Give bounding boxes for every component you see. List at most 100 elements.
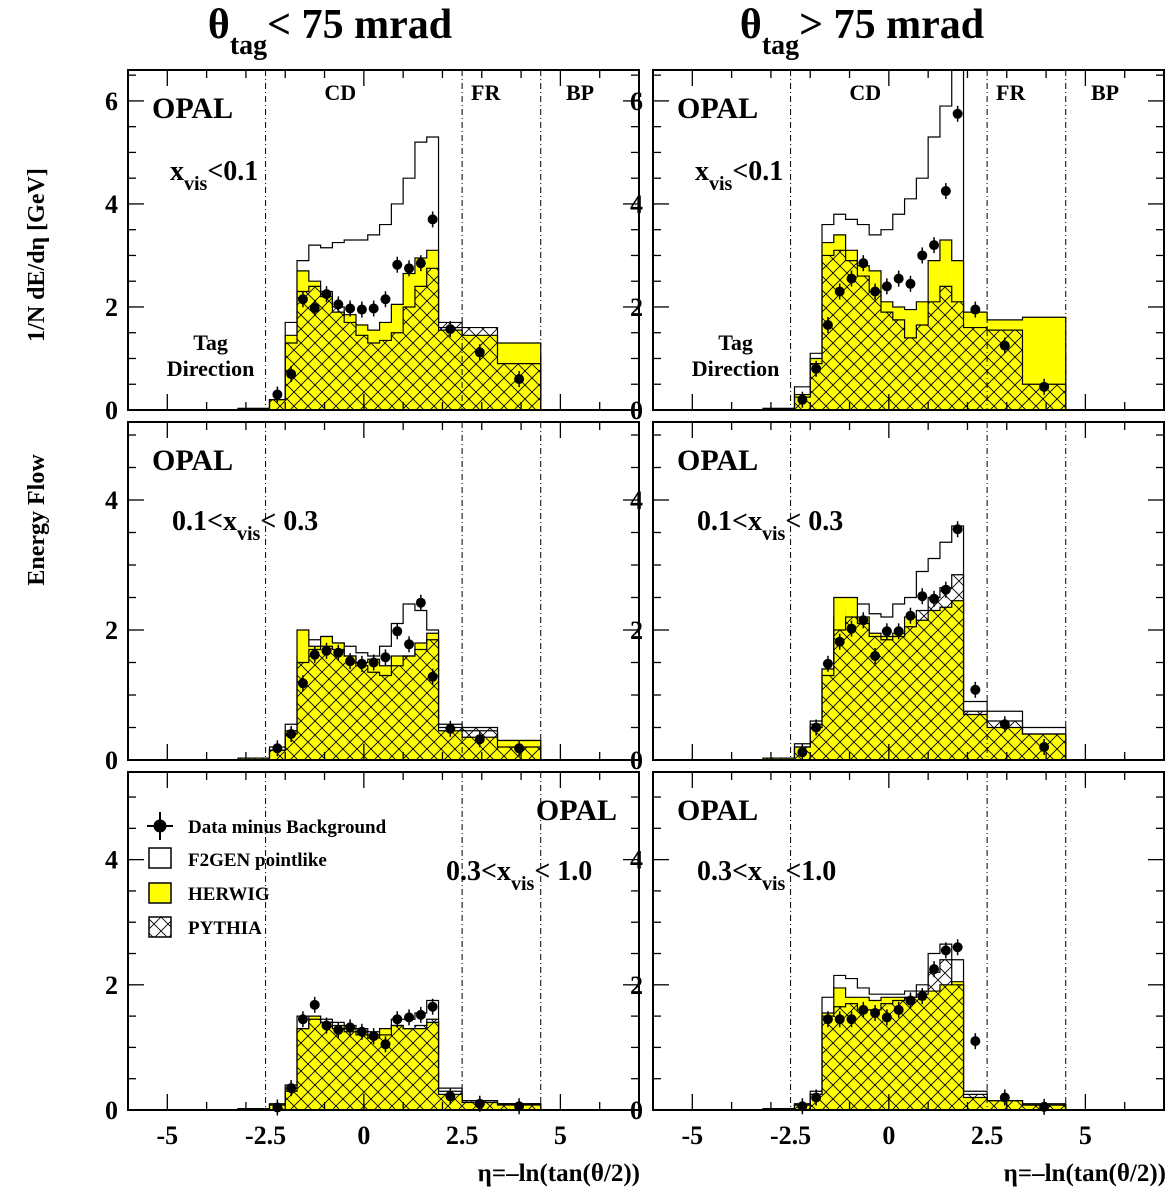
x-tick-label: -2.5 xyxy=(245,1121,286,1150)
x-vis-range-label: 0.1<xvis< 0.3 xyxy=(697,506,843,545)
opal-label: OPAL xyxy=(152,92,233,125)
data-point xyxy=(870,651,881,661)
legend-item-data: Data minus Background xyxy=(147,812,387,840)
x-tick-label: -5 xyxy=(681,1121,703,1150)
data-point xyxy=(952,108,963,119)
column-title-left: θtag< 75 mrad xyxy=(208,2,452,61)
legend: Data minus Background F2GEN pointlike HE… xyxy=(147,812,387,939)
y-tick-label: 4 xyxy=(630,846,643,875)
data-point xyxy=(445,324,456,335)
y-tick-label: 2 xyxy=(630,616,643,645)
data-point xyxy=(392,626,403,637)
data-point xyxy=(404,1012,415,1023)
data-point xyxy=(905,995,916,1006)
data-point xyxy=(445,1091,456,1102)
data-point xyxy=(893,626,904,637)
data-point xyxy=(474,734,485,745)
pythia-histogram xyxy=(237,1018,542,1110)
data-point xyxy=(392,259,403,270)
data-point xyxy=(427,1001,438,1012)
data-point xyxy=(881,1012,892,1023)
data-point xyxy=(797,1101,808,1112)
y-tick-label: 2 xyxy=(105,971,118,1000)
data-point xyxy=(929,593,940,604)
data-point xyxy=(272,389,283,400)
x-vis-range-label: xvis<0.1 xyxy=(695,156,783,195)
x-tick-label: -2.5 xyxy=(770,1121,811,1150)
x-tick-label: -5 xyxy=(156,1121,178,1150)
data-point xyxy=(893,1004,904,1015)
data-point xyxy=(380,294,391,305)
y-tick-label: 0 xyxy=(105,1096,118,1125)
data-point xyxy=(846,273,857,284)
data-point xyxy=(929,240,940,251)
svg-text:HERWIG: HERWIG xyxy=(188,884,270,905)
x-vis-subscript: vis xyxy=(511,873,535,895)
data-point xyxy=(881,626,892,637)
data-point xyxy=(474,1098,485,1109)
data-point xyxy=(427,671,438,682)
data-point xyxy=(940,186,951,197)
pythia-histogram xyxy=(237,639,542,760)
x-tick-label: 2.5 xyxy=(446,1121,479,1150)
data-point xyxy=(415,1009,426,1020)
y-axis-label-top: 1/N dE/dη [GeV] xyxy=(24,168,50,342)
x-vis-suffix: < 1.0 xyxy=(534,856,592,887)
x-vis-suffix: <1.0 xyxy=(785,856,836,887)
panel-frame xyxy=(652,69,1165,411)
opal-label: OPAL xyxy=(677,794,758,827)
data-point xyxy=(893,273,904,284)
data-point xyxy=(870,286,881,297)
x-vis-range-label: 0.1<xvis< 0.3 xyxy=(172,506,318,545)
data-point xyxy=(309,303,320,313)
data-point xyxy=(811,722,822,733)
data-point xyxy=(356,304,367,315)
opal-label: OPAL xyxy=(152,444,233,477)
detector-label-cd: CD xyxy=(849,80,881,105)
panel-3: 0 2 4 OPAL 0.1<xvis< 0.3 xyxy=(630,421,1165,775)
data-point xyxy=(321,1020,332,1031)
data-point xyxy=(415,597,426,608)
data-point xyxy=(970,684,981,695)
data-point xyxy=(514,743,525,754)
x-vis-subscript: vis xyxy=(184,173,208,195)
pythia-histogram xyxy=(762,959,1067,1110)
data-point xyxy=(404,263,415,274)
data-point xyxy=(929,964,940,975)
data-point xyxy=(970,304,981,315)
x-vis-range-label: 0.3<xvis<1.0 xyxy=(697,856,836,895)
panel-frame xyxy=(127,69,640,411)
data-point xyxy=(999,1092,1010,1103)
data-point xyxy=(917,591,928,602)
y-tick-label: 2 xyxy=(105,616,118,645)
yellow-box-icon xyxy=(148,882,172,904)
data-point xyxy=(846,623,857,634)
data-point xyxy=(427,214,438,225)
data-point xyxy=(797,747,808,758)
x-tick-label: 0 xyxy=(882,1121,895,1150)
y-tick-label: 2 xyxy=(630,293,643,322)
panel-5: 0 2 4 -5 -2.5 0 2.5 5 OPAL 0.3<xvis<1.0 xyxy=(630,771,1165,1150)
data-point xyxy=(368,1031,379,1042)
tag-direction-label: Tag xyxy=(718,330,753,355)
y-tick-label: 0 xyxy=(105,396,118,425)
legend-item-f2gen: F2GEN pointlike xyxy=(148,847,327,871)
data-point xyxy=(1039,381,1050,392)
data-point xyxy=(445,723,456,734)
data-point xyxy=(297,678,308,689)
data-point xyxy=(321,645,332,656)
x-tick-label: 0 xyxy=(357,1121,370,1150)
data-point xyxy=(811,363,822,374)
detector-label-bp: BP xyxy=(1091,80,1119,105)
x-axis-label-right: η=–ln(tan(θ/2)) xyxy=(1004,1160,1166,1187)
data-point xyxy=(404,639,415,650)
data-point xyxy=(905,610,916,621)
x-vis-subscript: vis xyxy=(762,873,786,895)
x-tick-label: 2.5 xyxy=(971,1121,1004,1150)
tag-direction-label: Direction xyxy=(167,356,255,381)
y-tick-label: 2 xyxy=(105,293,118,322)
x-axis-label-left: η=–ln(tan(θ/2)) xyxy=(478,1160,640,1187)
panel-frame xyxy=(127,421,640,761)
data-point xyxy=(1039,742,1050,752)
